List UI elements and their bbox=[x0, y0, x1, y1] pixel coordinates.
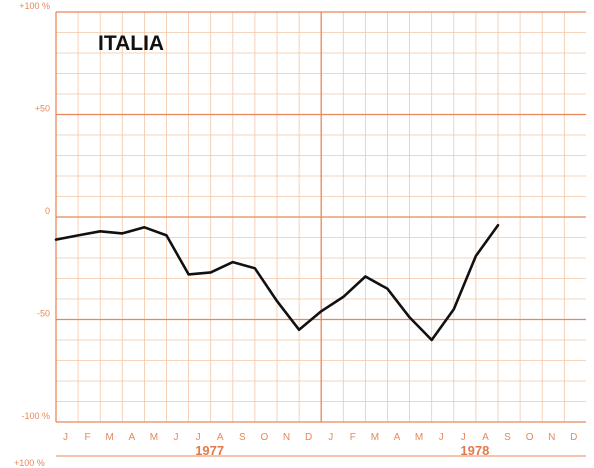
month-label: A bbox=[482, 432, 490, 443]
month-label: J bbox=[174, 432, 180, 443]
month-label: J bbox=[63, 432, 69, 443]
month-label: J bbox=[461, 432, 467, 443]
month-label: D bbox=[570, 432, 578, 443]
month-label: J bbox=[439, 432, 445, 443]
year-label: 1977 bbox=[195, 443, 224, 458]
month-label: F bbox=[350, 432, 357, 443]
month-label: S bbox=[504, 432, 512, 443]
y-tick-labels: +100 % +50 0 -50 -100 % bbox=[19, 1, 50, 421]
year-label: 1978 bbox=[460, 443, 489, 458]
month-label: S bbox=[239, 432, 247, 443]
y-tick-label: +50 bbox=[35, 104, 50, 114]
month-label: M bbox=[371, 432, 380, 443]
y-tick-label: +100 % bbox=[19, 1, 50, 11]
y-tick-label: 0 bbox=[45, 206, 50, 216]
series-line bbox=[54, 223, 500, 342]
month-label: M bbox=[415, 432, 424, 443]
month-label: A bbox=[394, 432, 402, 443]
month-label: A bbox=[217, 432, 225, 443]
month-label: D bbox=[305, 432, 313, 443]
month-label: M bbox=[106, 432, 115, 443]
month-label: J bbox=[328, 432, 334, 443]
y-tick-label: -50 bbox=[37, 309, 50, 319]
y-tick-label: -100 % bbox=[21, 411, 50, 421]
month-label: O bbox=[261, 432, 270, 443]
chart-title: ITALIA bbox=[98, 32, 164, 55]
major-grid bbox=[55, 11, 586, 457]
month-label: O bbox=[526, 432, 535, 443]
month-label: M bbox=[150, 432, 159, 443]
month-label: J bbox=[196, 432, 202, 443]
year-labels: 1977 1978 bbox=[195, 443, 489, 458]
month-label: F bbox=[85, 432, 92, 443]
month-label: N bbox=[548, 432, 556, 443]
month-label: A bbox=[128, 432, 136, 443]
bottom-scale-label: +100 % bbox=[14, 458, 45, 468]
month-label: N bbox=[283, 432, 291, 443]
